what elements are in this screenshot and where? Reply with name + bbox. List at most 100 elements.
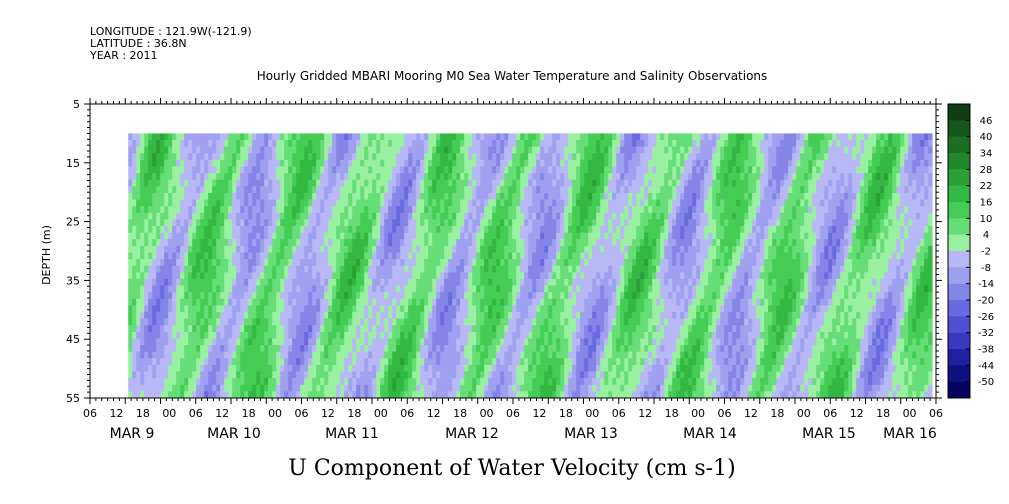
heatmap-cell [192,245,197,253]
heatmap-cell [500,325,505,333]
heatmap-cell [408,219,413,227]
heatmap-cell [588,305,593,313]
heatmap-cell [244,212,249,220]
heatmap-cell [464,338,469,346]
heatmap-cell [228,351,233,359]
heatmap-cell [552,345,557,353]
heatmap-cell [408,364,413,372]
heatmap-cell [152,391,157,399]
heatmap-cell [512,278,517,286]
heatmap-cell [464,292,469,300]
heatmap-cell [556,179,561,187]
heatmap-cell [232,133,237,141]
heatmap-cell [312,133,317,141]
heatmap-cell [604,305,609,313]
heatmap-cell [572,364,577,372]
heatmap-cell [476,371,481,379]
heatmap-cell [320,272,325,280]
heatmap-cell [156,166,161,174]
heatmap-cell [220,159,225,167]
heatmap-cell [480,272,485,280]
heatmap-cell [292,285,297,293]
heatmap-cell [344,391,349,399]
heatmap-cell [284,318,289,326]
heatmap-cell [596,358,601,366]
heatmap-cell [268,391,273,399]
heatmap-cell [456,305,461,313]
heatmap-cell [616,325,621,333]
heatmap-cell [188,371,193,379]
heatmap-cell [272,199,277,207]
heatmap-cell [480,351,485,359]
heatmap-cell [248,391,253,399]
heatmap-cell [484,272,489,280]
heatmap-cell [204,153,209,161]
heatmap-cell [212,305,217,313]
heatmap-cell [352,391,357,399]
heatmap-cell [484,378,489,386]
heatmap-cell [532,199,537,207]
heatmap-cell [552,331,557,339]
heatmap-cell [296,133,301,141]
heatmap-cell [296,364,301,372]
heatmap-cell [556,219,561,227]
heatmap-cell [608,278,613,286]
heatmap-cell [212,226,217,234]
heatmap-cell [152,272,157,280]
heatmap-cell [600,192,605,200]
heatmap-cell [276,278,281,286]
heatmap-cell [412,140,417,148]
heatmap-cell [500,219,505,227]
heatmap-cell [324,278,329,286]
heatmap-cell [160,173,165,181]
heatmap-cell [592,331,597,339]
heatmap-cell [440,371,445,379]
heatmap-cell [604,292,609,300]
heatmap-cell [528,318,533,326]
heatmap-cell [452,153,457,161]
heatmap-cell [388,259,393,267]
heatmap-cell [244,146,249,154]
heatmap-cell [360,391,365,399]
heatmap-cell [332,140,337,148]
heatmap-cell [356,173,361,181]
heatmap-cell [224,133,229,141]
heatmap-cell [596,192,601,200]
heatmap-cell [476,312,481,320]
heatmap-cell [280,259,285,267]
heatmap-cell [320,285,325,293]
heatmap-cell [340,252,345,260]
heatmap-cell [292,272,297,280]
heatmap-cell [132,179,137,187]
heatmap-cell [248,351,253,359]
heatmap-cell [376,364,381,372]
heatmap-cell [500,199,505,207]
heatmap-cell [304,358,309,366]
heatmap-cell [180,245,185,253]
heatmap-cell [584,371,589,379]
heatmap-cell [500,239,505,247]
heatmap-cell [536,272,541,280]
heatmap-cell [320,298,325,306]
heatmap-cell [540,252,545,260]
heatmap-cell [504,212,509,220]
heatmap-cell [432,364,437,372]
heatmap-cell [584,318,589,326]
heatmap-cell [548,219,553,227]
heatmap-cell [148,338,153,346]
heatmap-cell [556,278,561,286]
heatmap-cell [484,199,489,207]
heatmap-cell [600,338,605,346]
heatmap-cell [372,232,377,240]
heatmap-cell [520,232,525,240]
heatmap-cell [432,345,437,353]
heatmap-cell [292,252,297,260]
heatmap-cell [604,173,609,181]
heatmap-cell [580,391,585,399]
heatmap-cell [288,265,293,273]
heatmap-cell [480,265,485,273]
heatmap-cell [540,179,545,187]
heatmap-cell [188,384,193,392]
heatmap-cell [460,364,465,372]
heatmap-cell [216,199,221,207]
